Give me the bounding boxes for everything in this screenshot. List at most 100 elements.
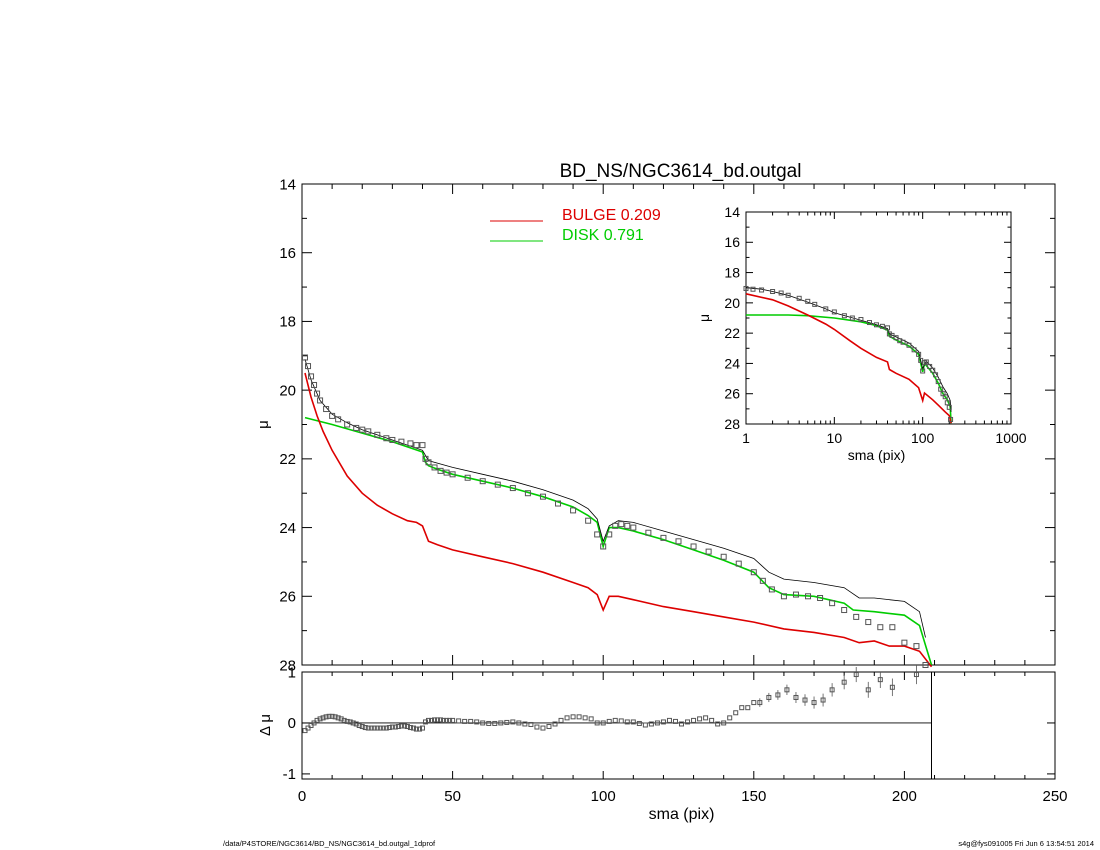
- res-frame: [301, 671, 1056, 780]
- main-point: [865, 619, 872, 626]
- res-point: [534, 724, 540, 730]
- footer-file-path: /data/P4STORE/NGC3614/BD_NS/NGC3614_bd.o…: [223, 839, 436, 848]
- main-point: [344, 421, 351, 428]
- res-point: [383, 725, 389, 731]
- res-point: [377, 725, 383, 731]
- inset-point: [948, 416, 954, 422]
- main-ytick-label: 26: [279, 589, 296, 606]
- main-ytick-label: 16: [279, 245, 296, 262]
- res-point: [326, 713, 332, 719]
- main-point: [494, 481, 501, 488]
- main-point: [479, 478, 486, 485]
- res-point: [362, 725, 368, 731]
- main-point: [407, 440, 414, 447]
- res-point: [359, 724, 365, 730]
- res-point: [600, 720, 606, 726]
- res-point: [672, 718, 678, 724]
- res-point: [462, 718, 468, 724]
- res-point: [766, 694, 772, 700]
- main-ylabel: μ: [255, 420, 272, 429]
- res-point: [410, 725, 416, 731]
- main-point: [805, 593, 812, 600]
- inset-ytick-label: 16: [724, 234, 740, 250]
- inset-xtick-label: 10: [827, 430, 843, 446]
- main-point: [555, 500, 562, 507]
- main-point: [449, 471, 456, 478]
- inset-point: [930, 367, 936, 373]
- res-point: [757, 700, 763, 706]
- main-point: [606, 531, 613, 538]
- inset-xtick-label: 100: [911, 430, 935, 446]
- res-point: [407, 725, 413, 731]
- res-ylabel: Δ μ: [257, 714, 274, 736]
- res-point: [784, 687, 790, 693]
- res-point: [320, 715, 326, 721]
- res-point: [802, 697, 808, 703]
- res-point: [853, 672, 859, 678]
- inset-point: [866, 320, 872, 326]
- res-point: [576, 714, 582, 720]
- inset-point: [796, 295, 802, 301]
- main-line-bulge: [304, 372, 933, 668]
- res-point: [691, 717, 697, 723]
- res-point: [540, 725, 546, 731]
- inset-point: [916, 351, 922, 357]
- inset-point: [933, 372, 939, 378]
- res-point: [504, 719, 510, 725]
- main-point: [841, 607, 848, 614]
- res-point: [666, 717, 672, 723]
- res-point: [347, 719, 353, 725]
- main-point: [422, 455, 429, 462]
- res-point: [582, 715, 588, 721]
- inset-point: [841, 313, 847, 319]
- main-point: [359, 426, 366, 433]
- res-point: [492, 720, 498, 726]
- inset-ytick-label: 22: [724, 325, 740, 341]
- res-point: [401, 723, 407, 729]
- main-ytick-label: 18: [279, 314, 296, 331]
- main-line-model: [304, 359, 926, 638]
- res-point: [474, 719, 480, 725]
- inset-point: [900, 339, 906, 345]
- res-point: [630, 719, 636, 725]
- main-point: [720, 553, 727, 560]
- res-point: [438, 717, 444, 723]
- res-point: [432, 717, 438, 723]
- res-point: [727, 715, 733, 721]
- res-xtick-label: 150: [741, 788, 766, 805]
- res-xtick-label: 50: [444, 788, 461, 805]
- footer-timestamp: s4g@fys091005 Fri Jun 6 13:54:51 2014: [958, 839, 1094, 848]
- inset-point: [906, 342, 912, 348]
- res-point: [498, 720, 504, 726]
- main-point: [464, 474, 471, 481]
- inset-point: [935, 379, 941, 385]
- main-point: [660, 534, 667, 541]
- inset-point: [805, 298, 811, 304]
- res-point: [311, 720, 317, 726]
- inset-point: [858, 317, 864, 323]
- main-point: [780, 593, 787, 600]
- main-point: [922, 662, 929, 668]
- inset-point: [885, 325, 891, 331]
- res-point: [456, 718, 462, 724]
- main-point: [323, 406, 330, 413]
- res-ytick-label: 0: [288, 715, 296, 732]
- res-point: [820, 697, 826, 703]
- main-point: [675, 538, 682, 545]
- main-point: [398, 438, 405, 445]
- res-point: [356, 723, 362, 728]
- main-point: [612, 522, 619, 529]
- inset-ytick-label: 28: [724, 416, 740, 432]
- inset-point: [927, 363, 933, 369]
- inset-xtick-label: 1: [742, 430, 750, 446]
- inset-point: [823, 306, 829, 312]
- res-point: [703, 715, 709, 721]
- main-point: [913, 643, 920, 650]
- inset-ytick-label: 14: [724, 204, 740, 220]
- res-point: [441, 717, 447, 723]
- main-point: [901, 639, 908, 646]
- res-point: [775, 692, 781, 698]
- main-point: [750, 569, 757, 576]
- inset-point: [944, 400, 950, 406]
